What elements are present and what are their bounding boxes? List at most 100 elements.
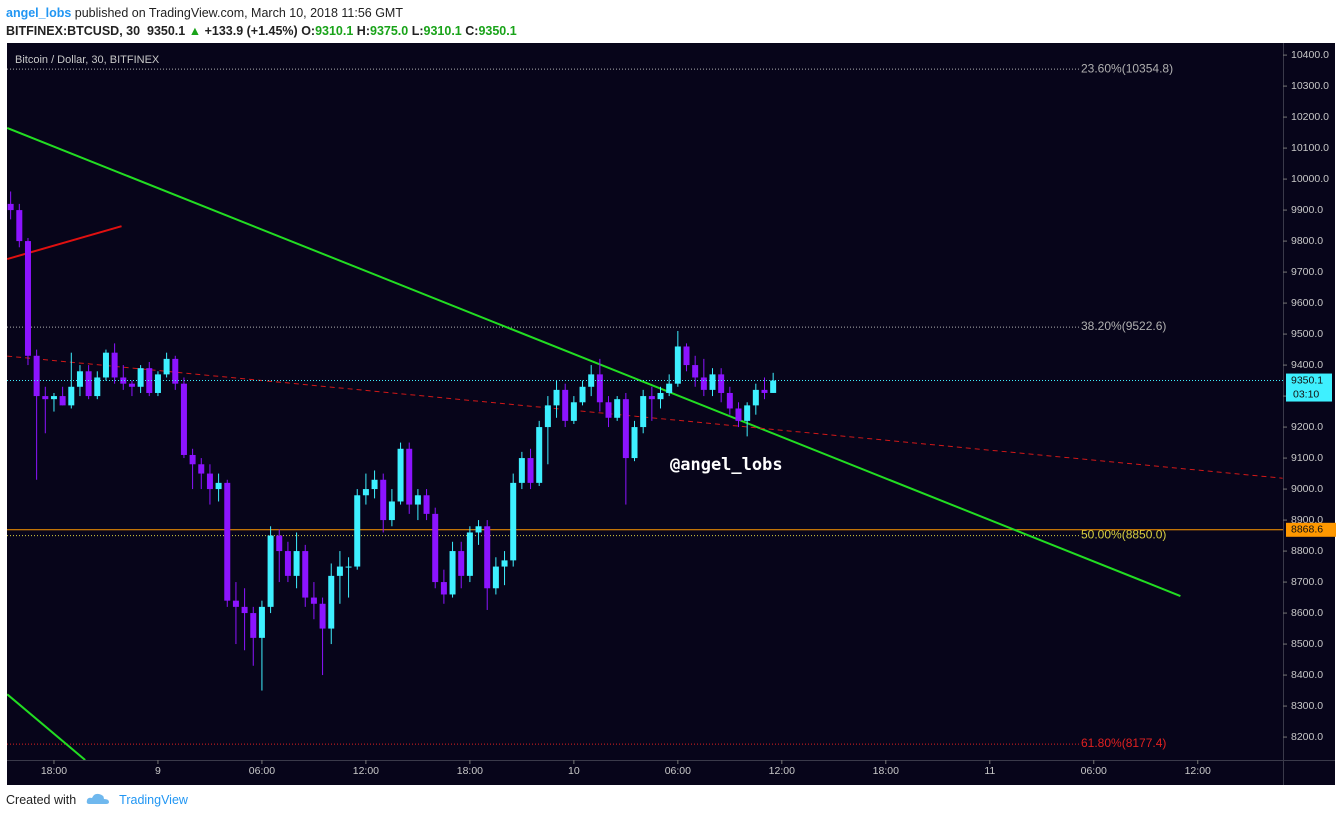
candle-body [692,365,699,378]
candle-body [631,427,638,459]
candle-body [336,566,343,576]
candle-body [726,392,733,409]
candle-body [709,374,716,390]
candle-body [354,495,361,567]
candle-body [388,501,395,521]
candle-body [657,392,664,400]
o: 9310.1 [315,24,354,38]
candle-body [570,402,577,421]
candle-body [544,405,551,428]
candle-body [700,377,707,390]
candle-body [562,389,569,421]
candle-body [674,346,681,384]
candle-body [198,464,205,474]
candle-body [345,566,352,568]
candle-body [42,396,49,400]
fib-label: 50.00%(8850.0) [1081,528,1166,542]
countdown: 03:10 [1293,388,1319,400]
candle-body [449,551,456,595]
y-tick-label: 9900.0 [1291,204,1323,216]
candle-body [258,606,265,638]
y-tick-label: 10100.0 [1291,142,1329,154]
candle-body [76,371,83,387]
y-tick-label: 10300.0 [1291,80,1329,92]
candle-body [16,210,23,242]
candle-body [423,495,430,514]
brand[interactable]: TradingView [119,793,188,807]
y-tick-label: 9500.0 [1291,328,1323,340]
candle-body [553,389,560,406]
x-tick-label: 18:00 [457,765,483,777]
candle-body [120,377,127,384]
candle-body [605,402,612,418]
candle-body [206,473,213,490]
candle-body [33,355,40,397]
h: 9375.0 [370,24,409,38]
candle-body [770,380,777,393]
candle-body [362,489,369,496]
watermark: @angel_lobs [670,455,783,475]
y-tick-label: 8300.0 [1291,700,1323,712]
candle-body [648,396,655,400]
created-with: Created with [6,793,77,807]
candle-body [414,495,421,505]
candle-body [215,482,222,490]
candle-body [250,613,257,638]
candle-body [666,383,673,393]
fib-label: 38.20%(9522.6) [1081,319,1166,333]
x-tick-label: 18:00 [873,765,899,777]
x-tick-label: 06:00 [665,765,691,777]
candle-body [328,575,335,629]
candle-body [163,358,170,375]
symbol: BITFINEX:BTCUSD, 30 [6,24,141,38]
price-label-box [1286,373,1332,402]
mark-label-box [1286,522,1336,537]
published: published on TradingView.com, March 10, … [74,6,403,20]
y-tick-label: 8700.0 [1291,576,1323,588]
candle-body [380,479,387,521]
x-tick-label: 12:00 [1185,765,1211,777]
y-tick-label: 8200.0 [1291,731,1323,743]
y-tick-label: 9600.0 [1291,297,1323,309]
candle-body [536,427,543,483]
candle-body [683,346,690,366]
candle-body [302,551,309,598]
candle-body [440,582,447,595]
c: 9350.1 [478,24,517,38]
y-tick-label: 10200.0 [1291,111,1329,123]
y-tick-label: 9800.0 [1291,235,1323,247]
candle-body [622,399,629,459]
author[interactable]: angel_lobs [6,6,72,20]
fib-label: 23.60%(10354.8) [1081,61,1173,75]
candle-body [111,352,118,378]
cloud-icon [86,793,109,804]
candle-body [501,560,508,567]
header: angel_lobs published on TradingView.com,… [6,4,517,40]
candle-body [172,358,179,384]
candle-body [579,386,586,403]
h-key: H: [356,24,370,38]
candle-body [293,551,300,576]
candle-body [752,389,759,406]
x-tick-label: 12:00 [353,765,379,777]
candle-body [761,389,768,393]
candle-body [276,535,283,552]
trendline [7,693,86,760]
candle-body [588,374,595,387]
fib-label: 61.80%(8177.4) [1081,736,1166,750]
publish-line: angel_lobs published on TradingView.com,… [6,4,517,22]
candle-body [397,448,404,502]
y-tick-label: 8500.0 [1291,638,1323,650]
l-key: L: [411,24,424,38]
y-tick-label: 9100.0 [1291,452,1323,464]
candle-body [475,526,482,533]
candle-body [527,458,534,483]
candle-body [484,526,491,589]
chart-title: Bitcoin / Dollar, 30, BITFINEX [15,54,160,66]
candle-body [735,408,742,421]
x-tick-label: 9 [155,765,161,777]
footer: Created with TradingView [6,790,188,807]
x-tick-label: 06:00 [1081,765,1107,777]
